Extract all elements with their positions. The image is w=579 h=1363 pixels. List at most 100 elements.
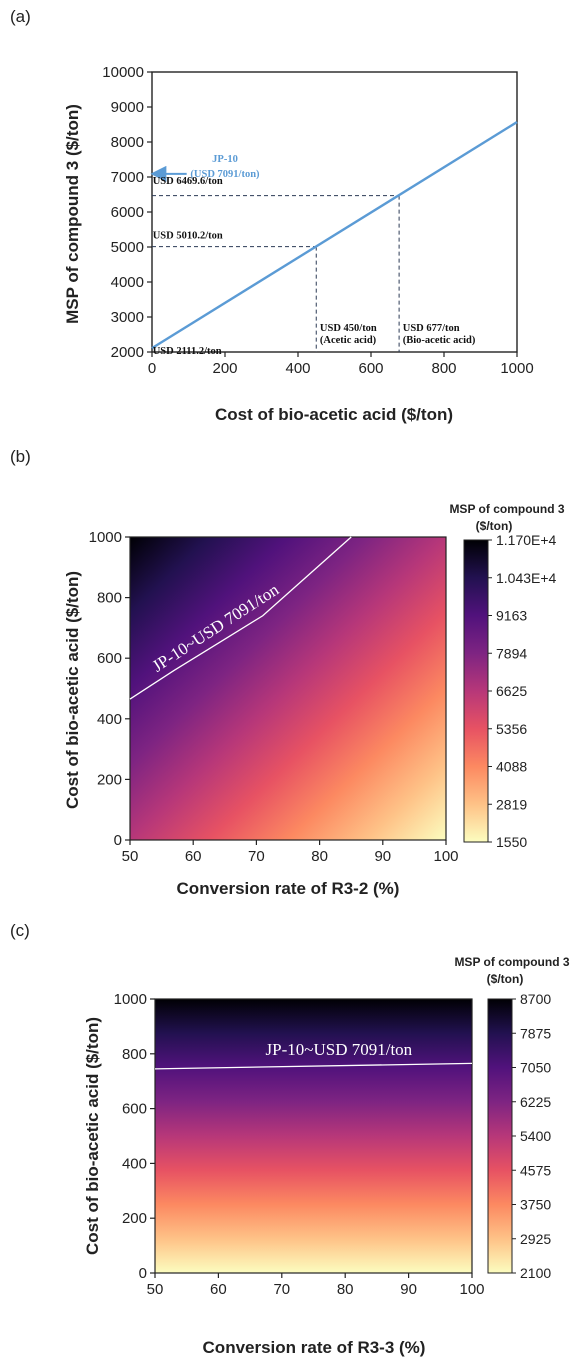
colorbar-tick-label: 1.170E+4 bbox=[496, 532, 557, 548]
x-tick-label: 70 bbox=[248, 848, 265, 865]
panel-a-y-ticks: 2000 3000 4000 5000 6000 7000 8000 9000 10000 bbox=[102, 64, 152, 361]
x-tick-label: 200 bbox=[212, 360, 237, 377]
panel-b-colorbar-title: MSP of compound 3 bbox=[449, 502, 564, 516]
x-tick-label: 80 bbox=[337, 1281, 354, 1298]
colorbar-tick-label: 6625 bbox=[496, 683, 527, 699]
panel-b-colorbar-ticks: 1550 2819 4088 5356 6625 7894 9163 1.043E+4 1.17… bbox=[488, 532, 557, 850]
y-tick-label: 0 bbox=[139, 1265, 147, 1282]
x-value-annotation-sub: (Acetic acid) bbox=[320, 335, 377, 346]
panel-a-x-axis-label: Cost of bio-acetic acid ($/ton) bbox=[215, 405, 453, 424]
panel-b-colorbar bbox=[463, 539, 489, 843]
value-annotation: USD 2111.2/ton bbox=[153, 346, 222, 357]
panel-b: (b) JP-10~USD 7091/ton 02004006008001000… bbox=[10, 447, 565, 898]
panel-b-y-axis-label: Cost of bio-acetic acid ($/ton) bbox=[63, 571, 82, 809]
y-tick-label: 6000 bbox=[111, 204, 144, 221]
x-tick-label: 80 bbox=[311, 848, 328, 865]
y-tick-label: 1000 bbox=[114, 991, 147, 1008]
x-tick-label: 90 bbox=[374, 848, 391, 865]
panel-c-colorbar bbox=[487, 998, 513, 1274]
x-tick-label: 1000 bbox=[500, 360, 533, 377]
colorbar-tick-label: 7050 bbox=[520, 1060, 551, 1076]
value-annotation: USD 6469.6/ton bbox=[153, 176, 223, 187]
panel-b-label: (b) bbox=[10, 447, 31, 466]
panel-c: (c) JP-10~USD 7091/ton 02004006008001000… bbox=[10, 921, 570, 1357]
panel-c-x-axis-label: Conversion rate of R3-3 (%) bbox=[203, 1338, 426, 1357]
y-tick-label: 800 bbox=[97, 590, 122, 607]
panel-a-jp10-label: JP-10 bbox=[212, 154, 238, 165]
y-tick-label: 600 bbox=[122, 1101, 147, 1118]
y-tick-label: 0 bbox=[114, 832, 122, 849]
panel-c-frame bbox=[154, 998, 473, 1274]
panel-a-y-axis-label: MSP of compound 3 ($/ton) bbox=[63, 104, 82, 324]
panel-b-heatmap bbox=[130, 537, 446, 840]
y-tick-label: 8000 bbox=[111, 134, 144, 151]
x-tick-label: 70 bbox=[273, 1281, 290, 1298]
panel-c-contour-line bbox=[154, 1062, 473, 1070]
y-tick-label: 5000 bbox=[111, 239, 144, 256]
colorbar-tick-label: 2925 bbox=[520, 1231, 551, 1247]
x-value-annotation: USD 677/ton bbox=[403, 323, 460, 334]
colorbar-tick-label: 7875 bbox=[520, 1025, 551, 1041]
y-tick-label: 10000 bbox=[102, 64, 144, 81]
x-tick-label: 400 bbox=[285, 360, 310, 377]
panel-c-colorbar-unit: ($/ton) bbox=[487, 972, 524, 986]
panel-c-heatmap bbox=[155, 999, 472, 1273]
y-tick-label: 200 bbox=[122, 1210, 147, 1227]
value-annotation: USD 5010.2/ton bbox=[153, 230, 223, 241]
y-tick-label: 9000 bbox=[111, 99, 144, 116]
x-tick-label: 50 bbox=[147, 1281, 164, 1298]
panel-a-annotations: USD 6469.6/ton USD 5010.2/ton USD 2111.2/t… bbox=[153, 176, 476, 357]
x-value-annotation-sub: (Bio-acetic acid) bbox=[403, 335, 476, 346]
panel-b-x-axis-label: Conversion rate of R3-2 (%) bbox=[177, 879, 400, 898]
x-tick-label: 90 bbox=[400, 1281, 417, 1298]
panel-c-label: (c) bbox=[10, 921, 30, 940]
x-tick-label: 0 bbox=[148, 360, 156, 377]
colorbar-tick-label: 3750 bbox=[520, 1197, 551, 1213]
x-tick-label: 60 bbox=[210, 1281, 227, 1298]
panel-c-x-ticks: 50 60 70 80 90 100 bbox=[147, 1273, 485, 1298]
panel-c-y-ticks: 0 200 400 600 800 1000 bbox=[114, 991, 155, 1282]
panel-b-frame bbox=[129, 536, 447, 841]
y-tick-label: 4000 bbox=[111, 274, 144, 291]
y-tick-label: 600 bbox=[97, 650, 122, 667]
panel-a-reference-lines bbox=[152, 195, 400, 352]
panel-a-frame bbox=[151, 71, 518, 353]
panel-a-x-ticks: 0 200 400 600 800 1000 bbox=[148, 352, 534, 377]
y-tick-label: 3000 bbox=[111, 309, 144, 326]
colorbar-tick-label: 5400 bbox=[520, 1128, 551, 1144]
colorbar-tick-label: 7894 bbox=[496, 645, 527, 661]
panel-b-contour-line bbox=[129, 536, 352, 700]
colorbar-tick-label: 1550 bbox=[496, 834, 527, 850]
panel-a: (a) 200030004000500060007000800090001000… bbox=[10, 7, 534, 424]
y-tick-label: 200 bbox=[97, 771, 122, 788]
colorbar-tick-label: 4088 bbox=[496, 759, 527, 775]
x-tick-label: 100 bbox=[459, 1281, 484, 1298]
panel-c-y-axis-label: Cost of bio-acetic acid ($/ton) bbox=[83, 1017, 102, 1255]
panel-b-y-ticks: 0 200 400 600 800 1000 bbox=[89, 529, 130, 849]
x-tick-label: 60 bbox=[185, 848, 202, 865]
x-tick-label: 100 bbox=[433, 848, 458, 865]
colorbar-tick-label: 1.043E+4 bbox=[496, 570, 557, 586]
y-tick-label: 400 bbox=[97, 711, 122, 728]
panel-c-contour-label: JP-10~USD 7091/ton bbox=[266, 1040, 413, 1059]
y-tick-label: 7000 bbox=[111, 169, 144, 186]
panel-c-colorbar-title: MSP of compound 3 bbox=[454, 955, 569, 969]
panel-b-x-ticks: 50 60 70 80 90 100 bbox=[122, 840, 459, 865]
panel-a-jp10-price: (USD 7091/ton) bbox=[190, 169, 260, 180]
y-tick-label: 400 bbox=[122, 1155, 147, 1172]
panel-a-label: (a) bbox=[10, 7, 31, 26]
colorbar-tick-label: 5356 bbox=[496, 721, 527, 737]
colorbar-tick-label: 2100 bbox=[520, 1265, 551, 1281]
colorbar-tick-label: 9163 bbox=[496, 608, 527, 624]
panel-c-colorbar-ticks: 2100 2925 3750 4575 5400 6225 7050 7875 8700 bbox=[512, 991, 551, 1281]
x-tick-label: 50 bbox=[122, 848, 139, 865]
colorbar-tick-label: 8700 bbox=[520, 991, 551, 1007]
x-value-annotation: USD 450/ton bbox=[320, 323, 377, 334]
colorbar-tick-label: 4575 bbox=[520, 1162, 551, 1178]
colorbar-tick-label: 6225 bbox=[520, 1094, 551, 1110]
x-tick-label: 800 bbox=[431, 360, 456, 377]
x-tick-label: 600 bbox=[358, 360, 383, 377]
panel-a-series-line bbox=[151, 121, 518, 350]
y-tick-label: 1000 bbox=[89, 529, 122, 546]
